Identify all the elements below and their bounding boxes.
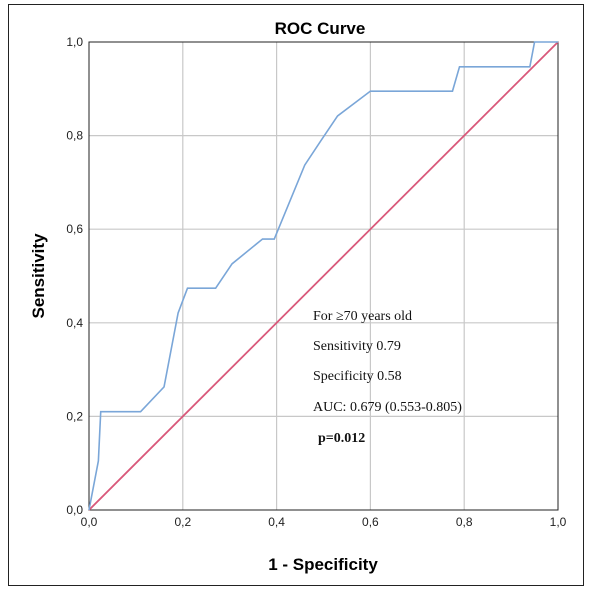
- chart-title: ROC Curve: [275, 19, 366, 38]
- annotation-line: AUC: 0.679 (0.553-0.805): [313, 400, 462, 415]
- stats-annotation: For ≥70 years old Sensitivity 0.79 Specifi…: [313, 309, 462, 446]
- y-tick-label: 0,8: [66, 129, 83, 143]
- y-tick-labels: 0,0 0,2 0,4 0,6 0,8 1,0: [66, 35, 83, 517]
- x-tick-label: 0,4: [268, 515, 285, 529]
- series-lines: [88, 41, 559, 511]
- plot-area: [88, 41, 559, 511]
- roc-curve-line: [88, 41, 558, 511]
- reference-diagonal-line: [88, 41, 559, 511]
- x-tick-labels: 0,0 0,2 0,4 0,6 0,8 1,0: [81, 515, 567, 529]
- annotation-line: Specificity 0.58: [313, 369, 402, 384]
- y-axis-label: Sensitivity: [29, 233, 48, 319]
- y-tick-label: 0,6: [66, 222, 83, 236]
- x-tick-label: 0,6: [362, 515, 379, 529]
- y-tick-label: 1,0: [66, 35, 83, 49]
- x-tick-label: 1,0: [550, 515, 567, 529]
- chart-frame: [8, 4, 584, 586]
- y-tick-label: 0,4: [66, 316, 83, 330]
- annotation-line: Sensitivity 0.79: [313, 339, 401, 354]
- y-tick-label: 0,2: [66, 409, 83, 423]
- annotation-line: p=0.012: [318, 431, 365, 446]
- grid-lines: [89, 42, 558, 510]
- x-tick-label: 0,8: [456, 515, 473, 529]
- y-tick-label: 0,0: [66, 503, 83, 517]
- x-tick-label: 0,0: [81, 515, 98, 529]
- x-tick-label: 0,2: [174, 515, 191, 529]
- annotation-line: For ≥70 years old: [313, 309, 412, 324]
- x-axis-label: 1 - Specificity: [268, 555, 378, 574]
